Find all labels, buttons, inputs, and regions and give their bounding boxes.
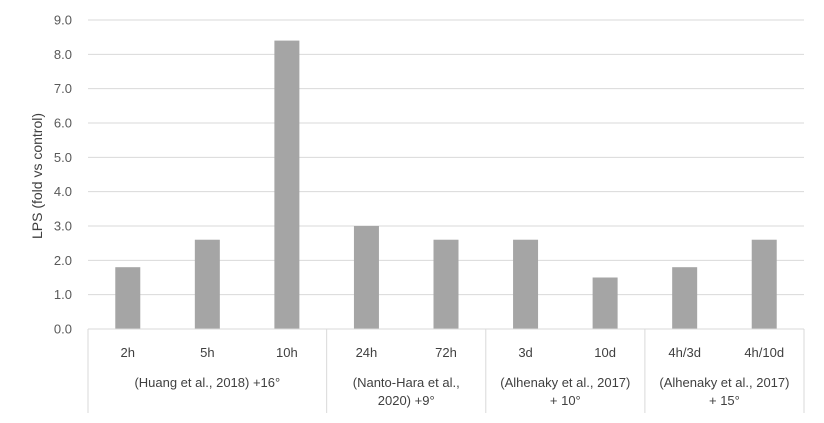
bar bbox=[592, 277, 618, 329]
group-label: (Huang et al., 2018) +16° bbox=[134, 375, 280, 390]
y-tick-label: 1.0 bbox=[54, 287, 72, 302]
group-label: (Nanto-Hara et al., bbox=[353, 375, 460, 390]
bar bbox=[513, 239, 539, 329]
x-tick-label: 72h bbox=[435, 345, 457, 360]
bar bbox=[672, 267, 698, 329]
bar bbox=[433, 239, 459, 329]
bars bbox=[115, 40, 777, 329]
x-tick-label: 10h bbox=[276, 345, 298, 360]
x-tick-label: 24h bbox=[356, 345, 378, 360]
y-tick-label: 0.0 bbox=[54, 322, 72, 337]
group-label: + 10° bbox=[550, 393, 581, 408]
group-label: + 15° bbox=[709, 393, 740, 408]
bar bbox=[194, 239, 220, 329]
group-label: (Alhenaky et al., 2017) bbox=[500, 375, 630, 390]
y-tick-label: 5.0 bbox=[54, 150, 72, 165]
bar bbox=[115, 267, 141, 329]
bar bbox=[751, 239, 777, 329]
y-tick-label: 2.0 bbox=[54, 253, 72, 268]
x-tick-label: 10d bbox=[594, 345, 616, 360]
bar bbox=[274, 40, 300, 329]
axes bbox=[87, 328, 805, 413]
y-tick-label: 7.0 bbox=[54, 81, 72, 96]
x-tick-label: 3d bbox=[518, 345, 532, 360]
x-tick-label: 2h bbox=[121, 345, 135, 360]
y-axis-label: LPS (fold vs control) bbox=[29, 113, 45, 239]
group-label: 2020) +9° bbox=[378, 393, 435, 408]
x-tick-label: 5h bbox=[200, 345, 214, 360]
y-tick-label: 6.0 bbox=[54, 116, 72, 131]
y-tick-label: 9.0 bbox=[54, 13, 72, 28]
group-label: (Alhenaky et al., 2017) bbox=[659, 375, 789, 390]
bar bbox=[353, 226, 379, 329]
x-tick-label: 4h/3d bbox=[668, 345, 701, 360]
x-tick-label: 4h/10d bbox=[744, 345, 784, 360]
y-tick-label: 4.0 bbox=[54, 184, 72, 199]
labels: 0.0 1.0 2.0 3.0 4.0 5.0 6.0 7.0 8.0 9.0 2h 5h 10h 24h… bbox=[54, 13, 790, 409]
y-tick-label: 8.0 bbox=[54, 47, 72, 62]
y-tick-label: 3.0 bbox=[54, 219, 72, 234]
